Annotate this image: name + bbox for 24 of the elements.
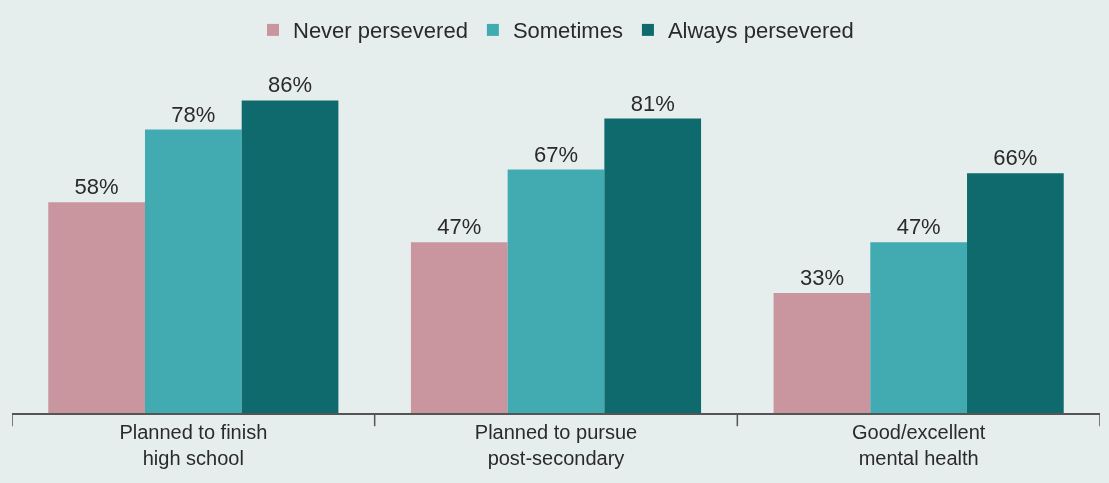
bar — [241, 100, 339, 413]
x-tick-label: Good/excellent mental health — [851, 420, 986, 469]
data-label: 58% — [74, 174, 119, 200]
data-label: 47% — [896, 214, 941, 240]
bar — [144, 129, 242, 413]
legend-label: Never persevered — [293, 18, 468, 44]
bar — [507, 169, 605, 413]
x-tick-label: Planned to finish high school — [119, 420, 268, 469]
data-label: 33% — [799, 265, 844, 291]
x-tick-label: Planned to pursue post-secondary — [474, 420, 638, 469]
legend-label: Sometimes — [512, 18, 623, 44]
bar — [870, 242, 968, 413]
data-label: 66% — [993, 145, 1038, 171]
bar — [773, 293, 871, 413]
data-label: 86% — [268, 72, 313, 98]
bar — [967, 173, 1064, 413]
data-label: 67% — [533, 141, 579, 167]
data-label: 78% — [171, 101, 216, 127]
data-label: 47% — [437, 214, 482, 240]
bar — [410, 242, 508, 413]
bar — [48, 202, 145, 413]
data-label: 81% — [630, 90, 675, 116]
legend-label: Always persevered — [667, 18, 854, 44]
bar — [604, 118, 702, 413]
